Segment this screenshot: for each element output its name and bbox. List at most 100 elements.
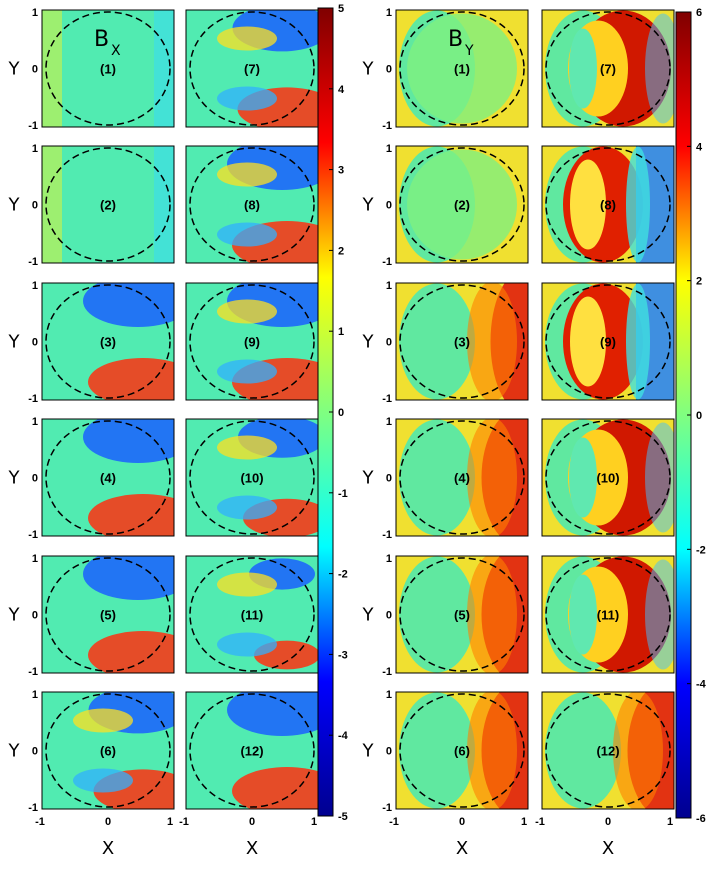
field-by-4: [396, 419, 528, 536]
panel-label: (2): [454, 198, 470, 213]
y-tick-label: 0: [32, 610, 38, 622]
y-tick-label: -1: [28, 529, 38, 541]
y-tick-label: 0: [32, 746, 38, 758]
x-tick-label: -1: [179, 816, 189, 828]
y-tick-label: -1: [28, 393, 38, 405]
colorbar-tick-label: -1: [338, 488, 348, 500]
panel-frame: [41, 9, 175, 128]
panel-label: (8): [600, 198, 616, 213]
y-axis-label: Y: [8, 59, 21, 80]
panel-by-5: (5): [395, 555, 529, 674]
boundary-circle: [545, 147, 671, 262]
colorbar-tick-label: 6: [696, 7, 702, 19]
x-axis-label: X: [102, 838, 114, 859]
y-tick-label: 1: [32, 416, 38, 428]
y-tick-label: 1: [32, 553, 38, 565]
y-axis-label: Y: [8, 468, 21, 489]
panel-label: (6): [100, 744, 116, 759]
field-bx-1: [42, 10, 174, 127]
panel-by-1: (1): [395, 9, 529, 128]
panel-frame: [395, 555, 529, 674]
panel-by-3: (3): [395, 282, 529, 401]
boundary-circle: [399, 147, 525, 262]
y-axis-label: Y: [8, 605, 21, 626]
panel-by-4: (4): [395, 418, 529, 537]
field-by-5: [396, 556, 528, 673]
panel-frame: [541, 555, 675, 674]
panel-by-2: (2): [395, 145, 529, 264]
y-axis-label: Y: [362, 741, 375, 762]
x-tick-label: 1: [667, 816, 673, 828]
panel-label: (12): [596, 744, 619, 759]
boundary-circle: [189, 693, 315, 808]
x-tick-label: 1: [167, 816, 173, 828]
y-tick-label: 0: [386, 610, 392, 622]
colorbar-tick-label: -2: [696, 544, 706, 556]
field-by-12: [542, 692, 674, 809]
colorbar-tick-label: 4: [338, 84, 345, 96]
panel-label: (3): [100, 335, 116, 350]
boundary-circle: [45, 693, 171, 808]
y-tick-label: 0: [386, 746, 392, 758]
boundary-circle: [399, 693, 525, 808]
field-by-10: [542, 419, 674, 536]
panel-by-9: (9): [541, 282, 675, 401]
y-axis-label: Y: [362, 195, 375, 216]
panel-bx-8: (8): [185, 145, 319, 264]
boundary-circle: [189, 11, 315, 126]
x-tick-label: 0: [459, 816, 465, 828]
y-tick-label: 0: [32, 200, 38, 212]
y-tick-label: -1: [382, 120, 392, 132]
panel-label: (1): [100, 62, 116, 77]
y-axis-label: Y: [362, 332, 375, 353]
panel-frame: [395, 691, 529, 810]
panel-bx-2: (2): [41, 145, 175, 264]
panel-bx-4: (4): [41, 418, 175, 537]
x-tick-label: -1: [35, 816, 45, 828]
boundary-circle: [399, 284, 525, 399]
boundary-circle: [189, 420, 315, 535]
y-tick-label: 0: [32, 64, 38, 76]
x-axis-label: X: [456, 838, 468, 859]
panel-frame: [41, 282, 175, 401]
panel-bx-11: (11): [185, 555, 319, 674]
y-tick-label: 0: [386, 64, 392, 76]
labels-layer: 1 0 -1 Y 1 0 -1 Y 1 0 -1 Y 1 0 -1 Y 1 0 -1 Y 1 0 -1 Y -1 0 1 X -1 0 1 X…: [8, 7, 674, 859]
panel-label: (7): [244, 62, 260, 77]
field-bx-6: [42, 692, 174, 809]
field-bx-7: [186, 10, 318, 127]
field-by-8: [542, 146, 674, 263]
panel-frame: [395, 282, 529, 401]
colorbar-bx: 5 4 3 2 1 0 -1 -2 -3 -4 -5: [317, 3, 349, 823]
panel-frame: [41, 691, 175, 810]
colorbar-tick-label: 0: [338, 407, 344, 419]
y-tick-label: -1: [382, 802, 392, 814]
boundary-circle: [189, 284, 315, 399]
boundary-circle: [189, 147, 315, 262]
panel-frame: [541, 418, 675, 537]
panel-bx-10: (10): [185, 418, 319, 537]
boundary-circle: [545, 284, 671, 399]
panel-by-12: (12): [541, 691, 675, 810]
colorbar-tick-label: 5: [338, 3, 344, 15]
y-axis-label: Y: [362, 605, 375, 626]
field-by-3: [396, 283, 528, 400]
y-tick-label: -1: [382, 393, 392, 405]
y-tick-label: 0: [386, 337, 392, 349]
y-tick-label: -1: [382, 666, 392, 678]
y-tick-label: -1: [28, 256, 38, 268]
x-tick-label: 0: [105, 816, 111, 828]
panel-label: (5): [100, 608, 116, 623]
panel-label: (9): [244, 335, 260, 350]
y-tick-label: 1: [32, 143, 38, 155]
y-tick-label: 0: [32, 473, 38, 485]
y-tick-label: 1: [386, 553, 392, 565]
colorbar-by: 6 4 2 0 -2 -4 -6: [675, 7, 707, 825]
panel-by-10: (10): [541, 418, 675, 537]
field-by-6: [396, 692, 528, 809]
boundary-circle: [45, 11, 171, 126]
panel-by-8: (8): [541, 145, 675, 264]
boundary-circle: [545, 557, 671, 672]
panel-label: (4): [454, 471, 470, 486]
